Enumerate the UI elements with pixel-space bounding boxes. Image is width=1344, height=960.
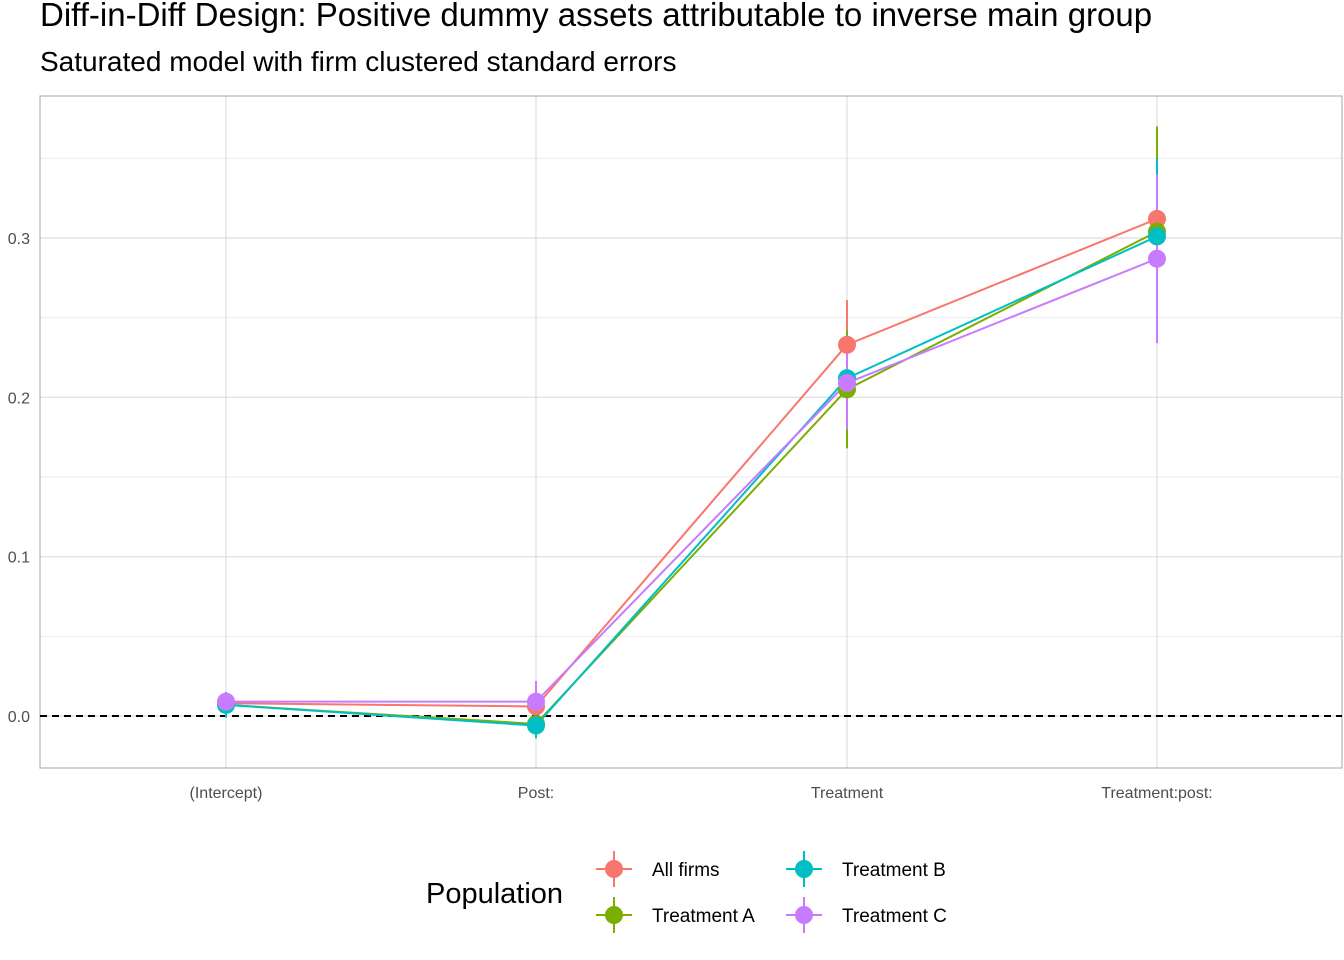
data-point	[527, 692, 545, 711]
series-line	[225, 217, 1158, 708]
x-tick-label: Post:	[518, 785, 554, 802]
x-tick-label: (Intercept)	[190, 785, 263, 802]
data-point	[838, 335, 856, 354]
data-point	[1148, 227, 1166, 246]
chart-title: Diff-in-Diff Design: Positive dummy asse…	[40, 0, 1153, 33]
legend-title: Population	[426, 878, 563, 910]
y-tick-label: 0.1	[8, 550, 30, 567]
data-point	[1148, 209, 1166, 228]
legend-label: All firms	[652, 860, 720, 881]
data-point	[527, 716, 545, 735]
data-point	[217, 692, 235, 711]
y-tick-label: 0.0	[8, 709, 30, 726]
series-line	[225, 235, 1158, 727]
panel-border	[39, 95, 1343, 769]
series-line	[226, 257, 1158, 703]
legend-label: Treatment B	[842, 860, 946, 881]
series-line	[225, 230, 1158, 725]
y-tick-label: 0.3	[8, 231, 30, 248]
chart-subtitle: Saturated model with firm clustered stan…	[40, 46, 677, 77]
legend-key-point	[795, 906, 813, 924]
legend-label: Treatment A	[652, 906, 755, 927]
data-point	[838, 373, 856, 392]
legend-key-point	[605, 860, 623, 878]
data-point	[1148, 249, 1166, 268]
legend-key-point	[795, 860, 813, 878]
x-tick-label: Treatment	[811, 785, 884, 802]
x-tick-label: Treatment:post:	[1101, 785, 1212, 802]
legend-key-point	[605, 906, 623, 924]
legend-label: Treatment C	[842, 906, 947, 927]
y-tick-label: 0.2	[8, 390, 30, 407]
